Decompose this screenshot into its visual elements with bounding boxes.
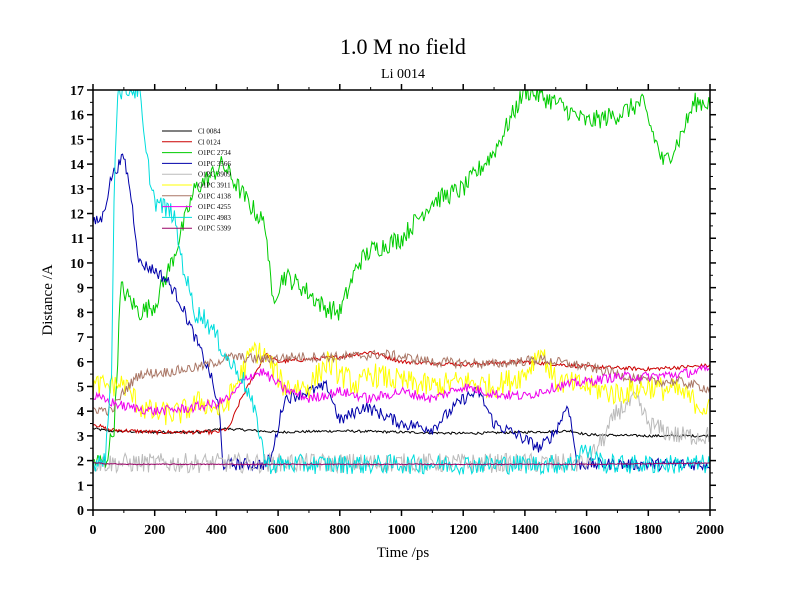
series-line-o1pc-5399 [93, 462, 710, 466]
y-tick-label: 6 [77, 356, 84, 371]
legend-label: O1PC 3909 [198, 171, 231, 179]
y-tick-label: 14 [70, 158, 84, 173]
chart-title: 1.0 M no field [340, 34, 466, 59]
series-line-o1pc-4138 [93, 349, 710, 417]
x-axis-label: Time /ps [377, 545, 430, 561]
y-tick-label: 5 [77, 380, 84, 395]
legend-label: O1PC 4983 [198, 214, 231, 222]
x-tick-label: 2000 [696, 523, 724, 538]
x-tick-label: 1400 [511, 523, 539, 538]
x-tick-label: 1200 [449, 523, 477, 538]
y-tick-label: 16 [70, 109, 84, 124]
y-tick-label: 15 [70, 133, 84, 148]
y-axis-label: Distance /A [40, 264, 56, 335]
series-line-o1pc-4255 [93, 364, 710, 417]
y-tick-label: 1 [77, 479, 84, 494]
x-tick-label: 800 [329, 523, 350, 538]
series-line-o1pc-4983 [93, 90, 710, 476]
series-layer [93, 90, 710, 476]
y-tick-label: 3 [77, 430, 84, 445]
y-tick-label: 17 [70, 84, 84, 99]
x-tick-label: 200 [144, 523, 165, 538]
y-tick-label: 10 [70, 257, 84, 272]
y-tick-label: 7 [77, 331, 84, 346]
legend-label: O1PC 4255 [198, 203, 231, 211]
series-line-cl-0124 [93, 350, 710, 436]
x-tick-label: 1000 [388, 523, 416, 538]
legend: Cl 0084 Cl 0124 O1PC 2734 O1PC 3566 O1PC 390… [162, 128, 231, 233]
x-tick-label: 600 [268, 523, 289, 538]
y-tick-label: 9 [77, 282, 84, 297]
legend-label: O1PC 5399 [198, 225, 231, 233]
series-line-o1pc-3911 [93, 341, 710, 426]
axes-layer: 0 200 400 600 800 1000 1200 1400 1600 1800 2000012… [70, 84, 724, 538]
legend-label: O1PC 2734 [198, 149, 231, 157]
y-tick-label: 11 [71, 232, 84, 247]
series-line-o1pc-2734 [93, 90, 710, 468]
legend-label: O1PC 4138 [198, 192, 231, 200]
y-tick-label: 8 [77, 306, 84, 321]
legend-label: O1PC 3566 [198, 160, 231, 168]
y-tick-label: 2 [77, 455, 84, 470]
x-tick-label: 1600 [573, 523, 601, 538]
y-tick-label: 4 [77, 405, 84, 420]
chart-subtitle: Li 0014 [381, 67, 425, 82]
x-tick-label: 400 [206, 523, 227, 538]
legend-label: O1PC 3911 [198, 182, 231, 190]
y-tick-label: 13 [70, 183, 84, 198]
y-tick-label: 0 [77, 504, 84, 519]
y-tick-label: 12 [70, 208, 84, 223]
series-line-o1pc-3909 [93, 390, 710, 475]
x-tick-label: 1800 [634, 523, 662, 538]
x-tick-label: 0 [90, 523, 97, 538]
legend-label: Cl 0084 [198, 128, 221, 136]
legend-label: Cl 0124 [198, 138, 221, 146]
